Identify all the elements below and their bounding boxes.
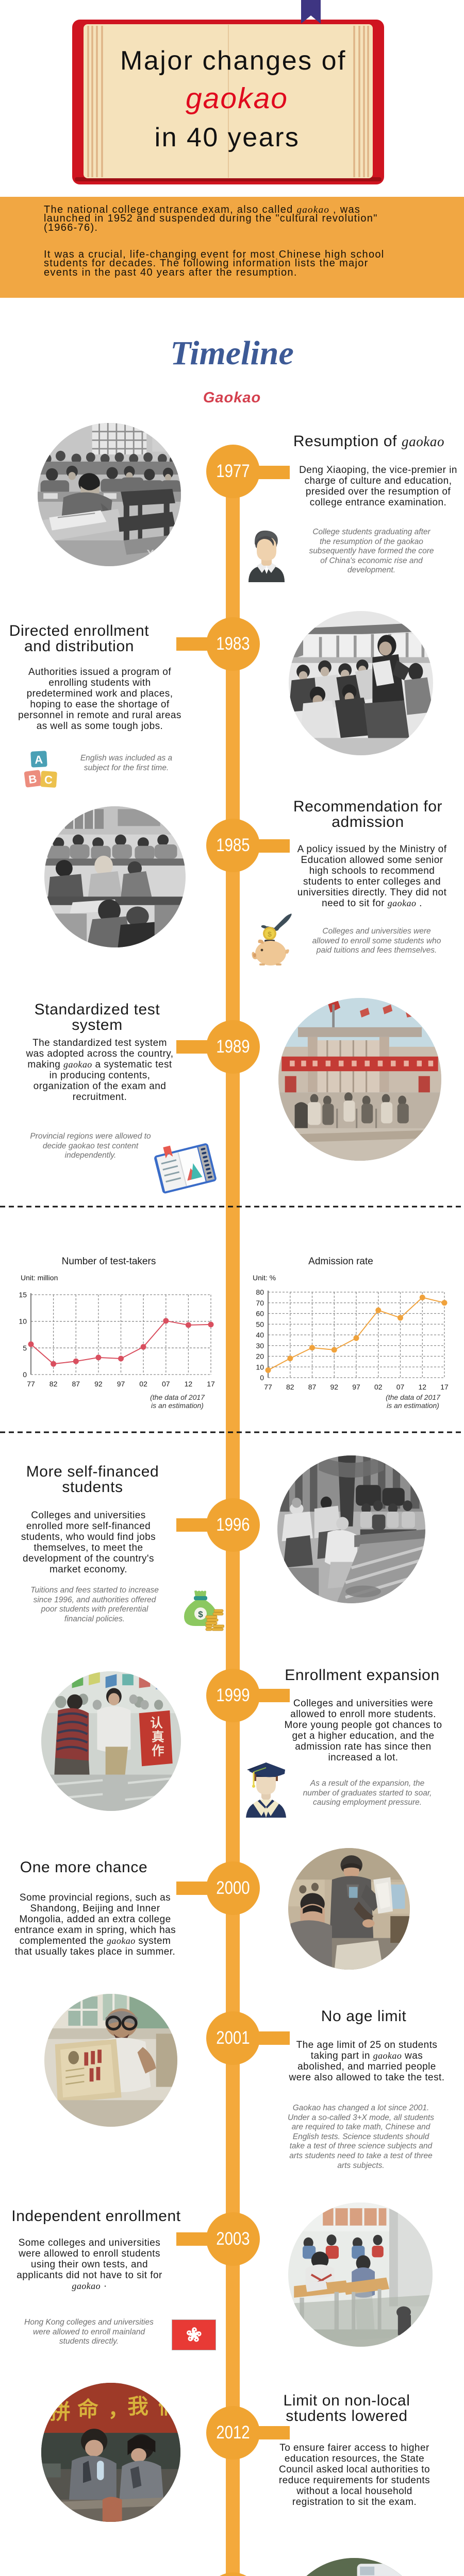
- svg-text:02: 02: [374, 1383, 383, 1391]
- svg-text:B: B: [28, 772, 38, 786]
- svg-text:87: 87: [308, 1383, 317, 1391]
- svg-text:C: C: [44, 773, 53, 786]
- svg-text:，: ，: [108, 2398, 129, 2421]
- svg-text:作: 作: [152, 1744, 164, 1758]
- svg-text:07: 07: [162, 1380, 170, 1388]
- svg-text:50: 50: [256, 1320, 264, 1328]
- svg-text:40: 40: [256, 1331, 264, 1339]
- svg-text:82: 82: [49, 1380, 58, 1388]
- svg-text:我: 我: [127, 2395, 148, 2418]
- svg-text:15: 15: [19, 1291, 27, 1299]
- svg-text:20: 20: [256, 1352, 264, 1361]
- svg-text:0: 0: [23, 1370, 27, 1379]
- svg-text:07: 07: [396, 1383, 405, 1391]
- svg-text:拼: 拼: [49, 2400, 71, 2424]
- svg-text:真: 真: [152, 1730, 164, 1744]
- svg-text:命: 命: [77, 2397, 98, 2421]
- svg-text:5: 5: [23, 1344, 27, 1352]
- svg-text:$: $: [268, 930, 272, 938]
- svg-text:10: 10: [256, 1363, 264, 1371]
- svg-text:认: 认: [150, 1716, 163, 1730]
- svg-text:70: 70: [256, 1299, 264, 1307]
- svg-text:97: 97: [352, 1383, 360, 1391]
- svg-text:80: 80: [256, 1288, 264, 1296]
- svg-text:02: 02: [139, 1380, 147, 1388]
- svg-text:A: A: [34, 753, 43, 767]
- svg-text:82: 82: [286, 1383, 294, 1391]
- svg-text:30: 30: [256, 1342, 264, 1350]
- svg-text:60: 60: [256, 1310, 264, 1318]
- svg-text:12: 12: [419, 1383, 427, 1391]
- svg-text:92: 92: [330, 1383, 339, 1391]
- svg-text:17: 17: [440, 1383, 449, 1391]
- svg-text:XINH: XINH: [146, 547, 174, 560]
- svg-text:12: 12: [185, 1380, 193, 1388]
- svg-text:们: 们: [158, 2395, 179, 2418]
- svg-text:77: 77: [264, 1383, 272, 1391]
- svg-text:17: 17: [207, 1380, 215, 1388]
- svg-text:$: $: [198, 1609, 203, 1619]
- svg-text:87: 87: [72, 1380, 80, 1388]
- svg-text:10: 10: [19, 1317, 27, 1326]
- svg-text:97: 97: [117, 1380, 125, 1388]
- svg-text:0: 0: [260, 1374, 264, 1382]
- svg-text:77: 77: [27, 1380, 35, 1388]
- svg-text:92: 92: [94, 1380, 103, 1388]
